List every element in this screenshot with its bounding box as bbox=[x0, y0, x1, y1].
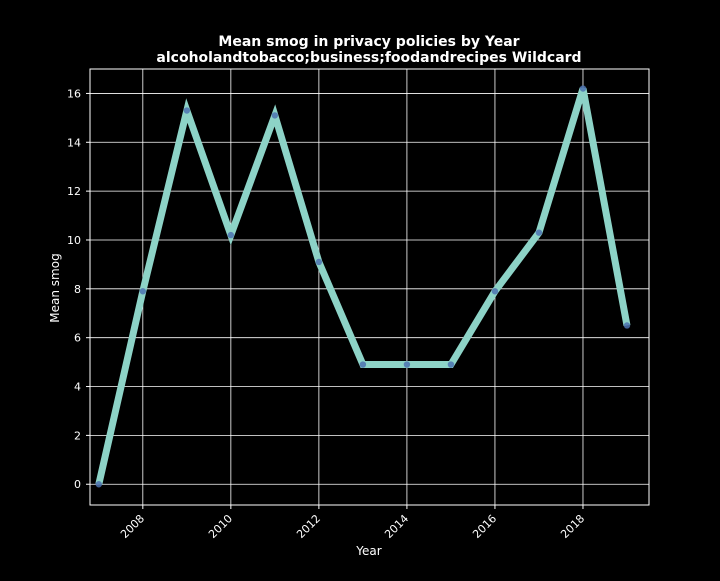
y-tick-label: 4 bbox=[74, 381, 81, 394]
data-point bbox=[579, 85, 587, 92]
data-point bbox=[139, 288, 147, 295]
x-tick-label: 2018 bbox=[558, 512, 587, 541]
y-tick-label: 2 bbox=[74, 429, 81, 442]
y-tick-label: 6 bbox=[74, 332, 81, 345]
data-point bbox=[447, 361, 455, 368]
data-point bbox=[491, 288, 499, 295]
plot-area bbox=[89, 68, 650, 506]
x-tick-label: 2014 bbox=[382, 512, 411, 541]
chart-subtitle: alcoholandtobacco;business;foodandrecipe… bbox=[156, 50, 581, 66]
series-line bbox=[95, 87, 631, 486]
data-point bbox=[315, 258, 323, 266]
x-tick-label: 2010 bbox=[206, 512, 235, 541]
x-tick-label: 2012 bbox=[294, 512, 323, 541]
chart-title: Mean smog in privacy policies by Year bbox=[218, 34, 519, 50]
data-point bbox=[623, 322, 631, 329]
data-point bbox=[95, 481, 103, 488]
grid-lines bbox=[90, 69, 649, 505]
y-tick-label: 16 bbox=[67, 87, 81, 100]
x-tick-label: 2008 bbox=[118, 512, 147, 541]
data-point bbox=[227, 231, 235, 239]
y-tick-label: 8 bbox=[74, 283, 81, 296]
plot-frame bbox=[89, 68, 650, 506]
data-point bbox=[403, 361, 411, 368]
data-point bbox=[183, 107, 191, 114]
data-point bbox=[359, 361, 367, 368]
x-axis: 2008 2010 2012 2014 2016 2018 bbox=[118, 505, 587, 541]
y-tick-label: 14 bbox=[67, 136, 81, 149]
y-tick-label: 10 bbox=[67, 234, 81, 247]
y-axis: 0 2 4 6 8 10 12 14 16 bbox=[67, 87, 90, 491]
x-tick-label: 2016 bbox=[470, 512, 499, 541]
x-axis-label: Year bbox=[355, 544, 381, 558]
y-tick-label: 0 bbox=[74, 478, 81, 491]
data-point bbox=[535, 229, 543, 236]
data-point bbox=[271, 112, 279, 119]
y-tick-label: 12 bbox=[67, 185, 81, 198]
y-axis-label: Mean smog bbox=[48, 253, 62, 322]
